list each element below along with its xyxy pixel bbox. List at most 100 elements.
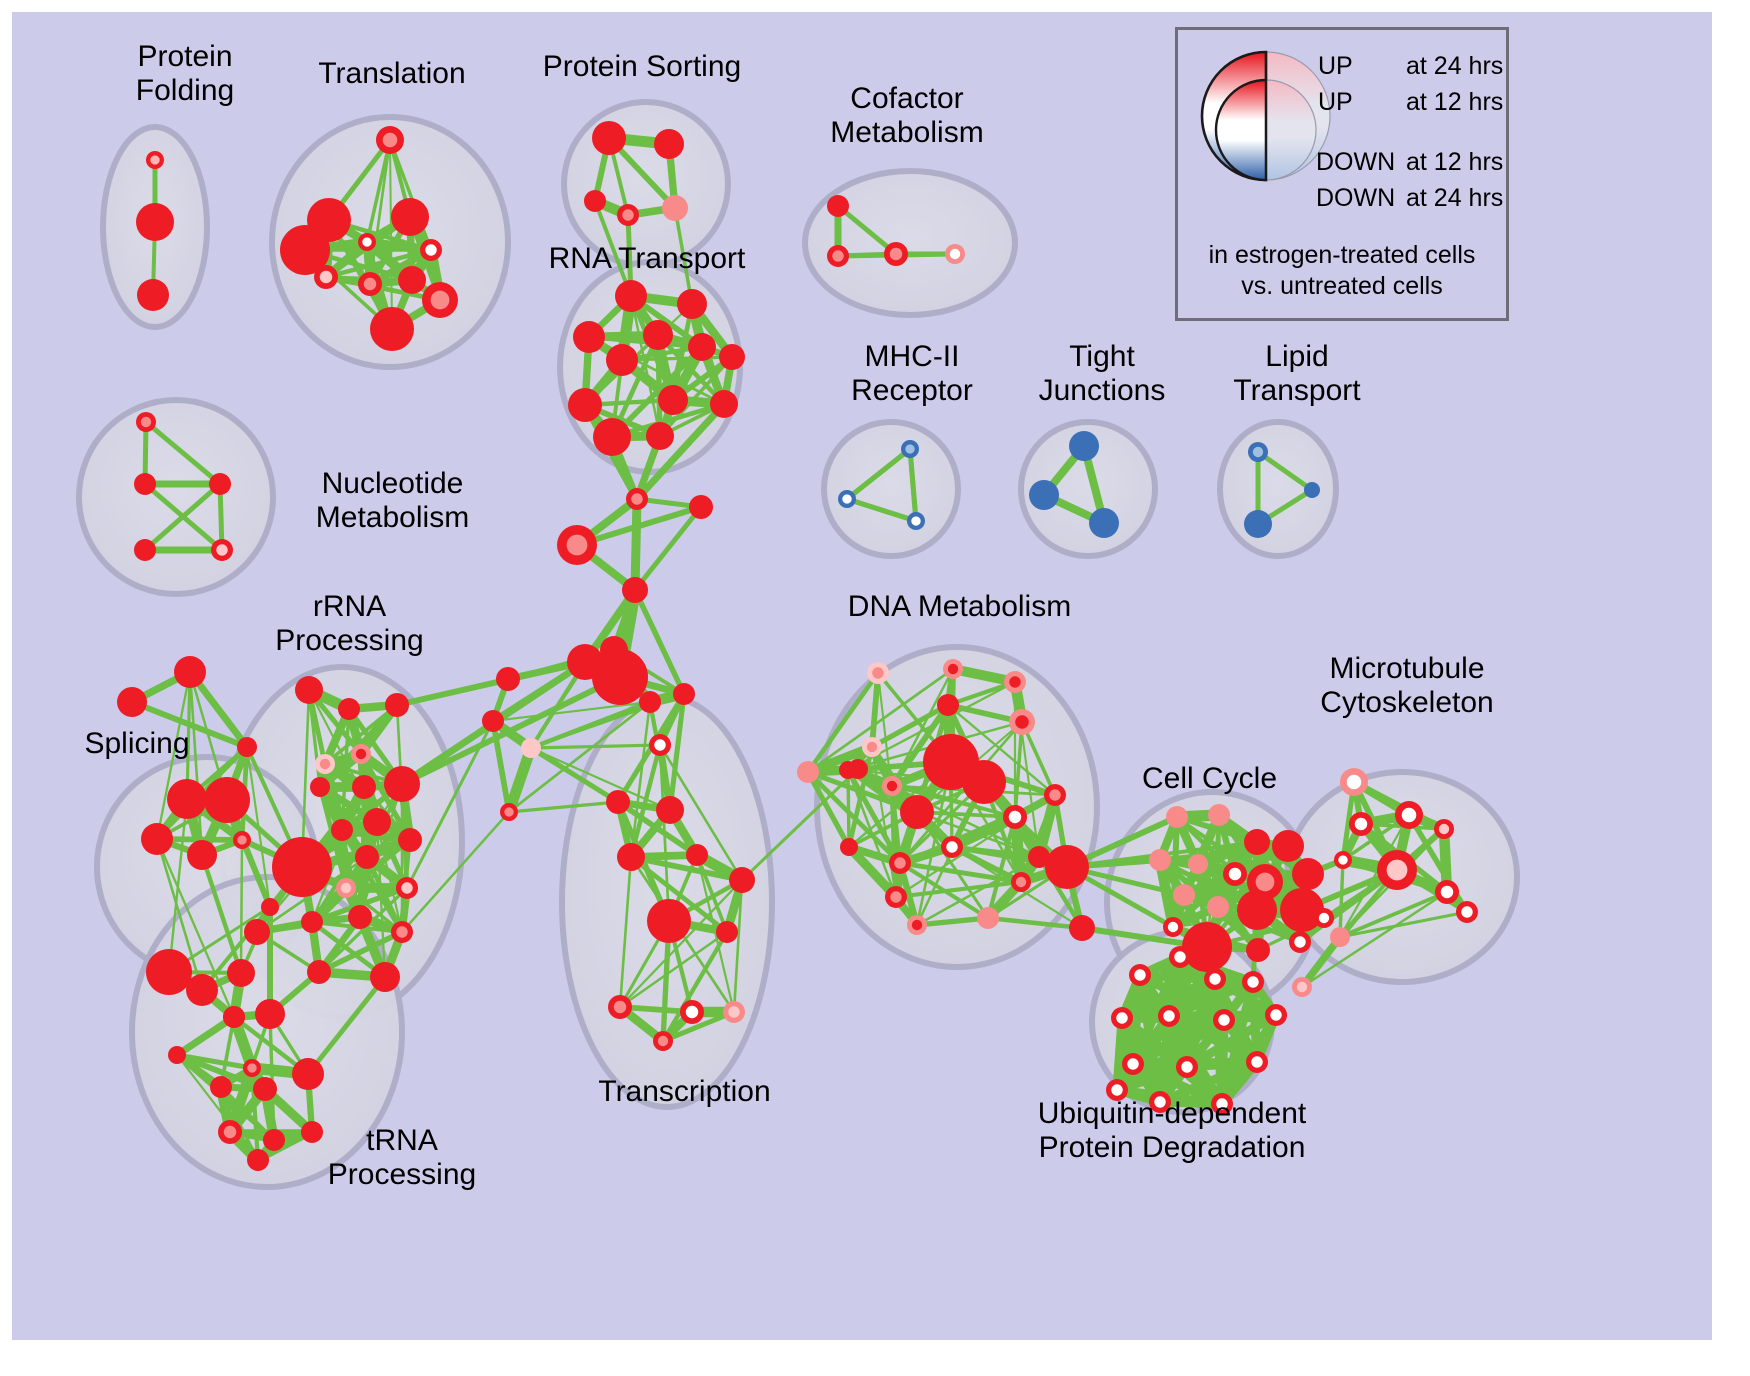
- network-node[interactable]: [187, 840, 217, 870]
- network-node[interactable]: [398, 828, 422, 852]
- network-node[interactable]: [336, 878, 356, 898]
- network-node[interactable]: [210, 1076, 232, 1098]
- network-node[interactable]: [398, 266, 426, 294]
- network-node[interactable]: [945, 244, 965, 264]
- network-node[interactable]: [391, 921, 413, 943]
- network-node[interactable]: [608, 995, 632, 1019]
- network-node[interactable]: [573, 321, 605, 353]
- network-node[interactable]: [1188, 854, 1208, 874]
- network-node[interactable]: [307, 960, 331, 984]
- network-node[interactable]: [227, 959, 255, 987]
- network-node[interactable]: [174, 656, 206, 688]
- network-node[interactable]: [901, 440, 919, 458]
- network-node[interactable]: [1223, 862, 1247, 886]
- network-node[interactable]: [1377, 850, 1417, 890]
- network-node[interactable]: [1211, 1093, 1233, 1115]
- network-node[interactable]: [900, 795, 934, 829]
- network-node[interactable]: [261, 898, 279, 916]
- network-node[interactable]: [1434, 819, 1454, 839]
- network-node[interactable]: [840, 838, 858, 856]
- network-node[interactable]: [237, 737, 257, 757]
- network-node[interactable]: [1069, 431, 1099, 461]
- network-node[interactable]: [827, 195, 849, 217]
- network-node[interactable]: [1435, 880, 1459, 904]
- network-node[interactable]: [1028, 846, 1050, 868]
- network-node[interactable]: [646, 422, 674, 450]
- network-node[interactable]: [1004, 671, 1026, 693]
- network-node[interactable]: [606, 344, 638, 376]
- network-node[interactable]: [1289, 931, 1311, 953]
- network-node[interactable]: [1169, 946, 1191, 968]
- network-node[interactable]: [1334, 851, 1352, 869]
- network-node[interactable]: [1237, 890, 1277, 930]
- network-node[interactable]: [1213, 1009, 1235, 1031]
- network-node[interactable]: [592, 121, 626, 155]
- network-node[interactable]: [247, 1149, 269, 1171]
- network-node[interactable]: [1244, 510, 1272, 538]
- network-node[interactable]: [662, 195, 688, 221]
- network-node[interactable]: [331, 819, 353, 841]
- network-node[interactable]: [1011, 872, 1031, 892]
- network-node[interactable]: [827, 245, 849, 267]
- network-node[interactable]: [134, 473, 156, 495]
- network-node[interactable]: [838, 490, 856, 508]
- network-node[interactable]: [363, 808, 391, 836]
- network-node[interactable]: [943, 659, 963, 679]
- network-node[interactable]: [310, 777, 330, 797]
- network-node[interactable]: [885, 886, 907, 908]
- network-node[interactable]: [1176, 1056, 1198, 1078]
- network-node[interactable]: [255, 999, 285, 1029]
- network-node[interactable]: [338, 698, 360, 720]
- network-node[interactable]: [355, 845, 379, 869]
- network-node[interactable]: [1149, 849, 1171, 871]
- network-node[interactable]: [295, 676, 323, 704]
- network-node[interactable]: [233, 831, 251, 849]
- network-node[interactable]: [688, 333, 716, 361]
- network-node[interactable]: [862, 737, 882, 757]
- network-node[interactable]: [617, 843, 645, 871]
- network-node[interactable]: [1395, 801, 1423, 829]
- network-node[interactable]: [358, 233, 376, 251]
- network-node[interactable]: [884, 242, 908, 266]
- network-node[interactable]: [729, 867, 755, 893]
- network-node[interactable]: [1280, 888, 1324, 932]
- network-node[interactable]: [521, 738, 541, 758]
- network-node[interactable]: [1304, 482, 1320, 498]
- network-node[interactable]: [653, 1031, 673, 1051]
- network-node[interactable]: [1173, 884, 1195, 906]
- network-node[interactable]: [643, 320, 673, 350]
- network-node[interactable]: [496, 667, 520, 691]
- network-node[interactable]: [117, 687, 147, 717]
- network-node[interactable]: [1106, 1079, 1128, 1101]
- network-node[interactable]: [1246, 1051, 1268, 1073]
- network-node[interactable]: [626, 488, 648, 510]
- network-node[interactable]: [1069, 915, 1095, 941]
- network-node[interactable]: [680, 1000, 704, 1024]
- network-node[interactable]: [593, 418, 631, 456]
- network-node[interactable]: [719, 344, 745, 370]
- network-node[interactable]: [584, 190, 606, 212]
- network-node[interactable]: [1207, 896, 1229, 918]
- network-node[interactable]: [384, 766, 420, 802]
- network-node[interactable]: [352, 775, 376, 799]
- network-node[interactable]: [656, 796, 684, 824]
- network-node[interactable]: [649, 734, 671, 756]
- network-node[interactable]: [567, 644, 603, 680]
- network-node[interactable]: [1149, 1091, 1171, 1113]
- network-node[interactable]: [500, 803, 518, 821]
- network-node[interactable]: [615, 280, 647, 312]
- network-node[interactable]: [867, 662, 889, 684]
- network-node[interactable]: [422, 282, 458, 318]
- network-node[interactable]: [1129, 964, 1151, 986]
- network-node[interactable]: [1182, 922, 1232, 972]
- network-node[interactable]: [962, 760, 1006, 804]
- network-node[interactable]: [146, 949, 192, 995]
- network-node[interactable]: [1292, 858, 1324, 890]
- network-node[interactable]: [223, 1006, 245, 1028]
- network-node[interactable]: [686, 844, 708, 866]
- network-node[interactable]: [385, 693, 409, 717]
- network-node[interactable]: [136, 412, 156, 432]
- network-node[interactable]: [136, 203, 174, 241]
- network-node[interactable]: [204, 777, 250, 823]
- network-node[interactable]: [211, 539, 233, 561]
